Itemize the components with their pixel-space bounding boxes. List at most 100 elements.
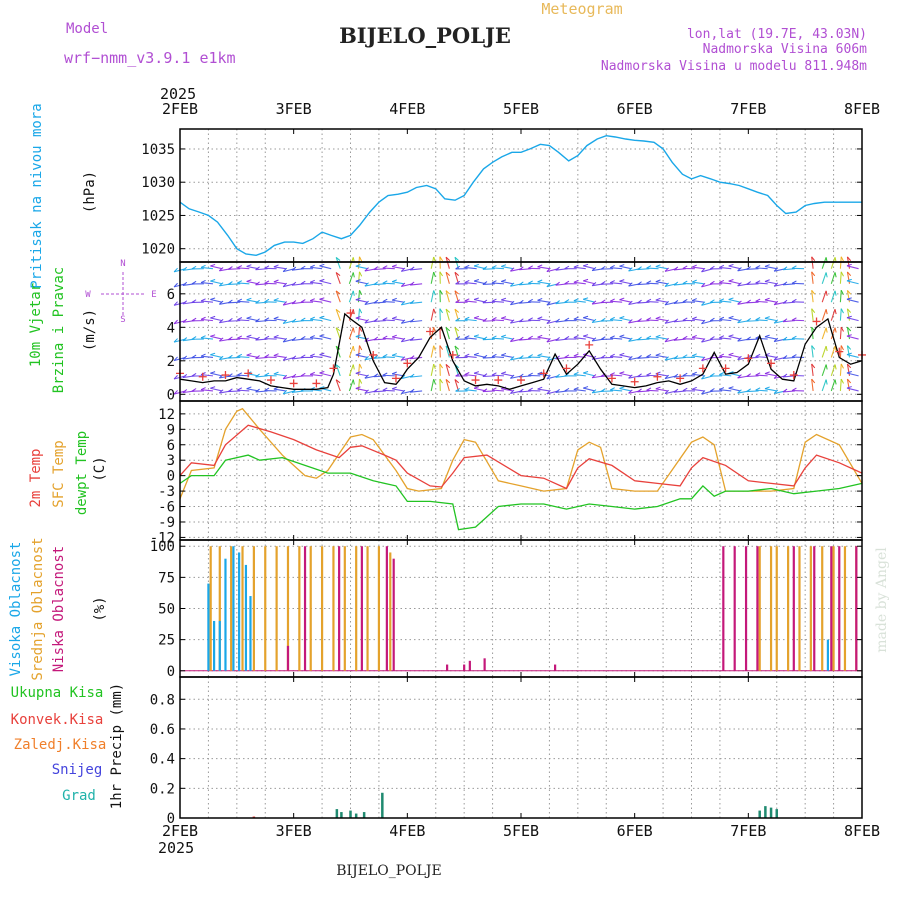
- wind-barb: [682, 372, 688, 377]
- wind-barb: [454, 290, 460, 303]
- precip-legend-item: Konvek.Kisa: [11, 712, 104, 728]
- wind-barb: [600, 317, 606, 322]
- wind-barb: [246, 280, 259, 285]
- time-label-top: 4FEB: [389, 100, 425, 118]
- wind-barb: [454, 272, 460, 284]
- wind-barb: [583, 265, 596, 270]
- wind-barb: [610, 355, 623, 359]
- cloud-low-axis-label: Niska Oblacnost: [51, 546, 67, 672]
- wind-barb: [583, 371, 589, 374]
- wind-barb: [528, 372, 533, 376]
- wind-barb: [782, 283, 795, 286]
- wind-barb: [391, 264, 397, 268]
- wind-barb: [847, 290, 852, 295]
- wind-barb: [227, 266, 233, 270]
- wind-barb: [510, 389, 515, 394]
- wind-barb: [445, 327, 450, 340]
- wind-barb: [719, 318, 732, 322]
- wind-barb: [445, 379, 450, 392]
- wind-barb: [846, 372, 859, 377]
- wind-barb: [573, 353, 579, 357]
- precip-total-bar: [764, 806, 767, 818]
- wind-barb: [682, 280, 688, 284]
- wind-barb: [227, 318, 233, 322]
- wind-barb: [846, 280, 859, 285]
- wind-barb: [591, 300, 597, 305]
- wind-barb: [830, 364, 836, 377]
- wind-barb: [537, 336, 550, 340]
- wind-barb: [355, 299, 368, 303]
- wind-barb: [728, 317, 741, 322]
- wind-barb: [482, 299, 488, 304]
- wind-barb: [501, 336, 514, 340]
- wind-cross-marker: [426, 327, 435, 336]
- wind-barb: [825, 327, 828, 333]
- wind-barb: [410, 283, 423, 286]
- wind-barb: [382, 356, 395, 359]
- wind-barb: [846, 297, 852, 300]
- wind-barb: [473, 386, 479, 389]
- wind-barb: [501, 316, 507, 319]
- sfc-axis-label: SFC Temp: [51, 440, 67, 507]
- wind-barb: [619, 317, 632, 322]
- wind-barb: [246, 388, 259, 392]
- wind-barb: [310, 281, 323, 285]
- wind-barb: [273, 281, 286, 285]
- precip-total-bar: [362, 812, 366, 818]
- cloud-high-bar: [249, 596, 252, 671]
- wind-barb: [737, 355, 742, 360]
- wind-barb: [673, 300, 679, 304]
- wind-barb: [609, 316, 615, 321]
- wind-barb: [719, 353, 725, 357]
- wind-barb: [173, 338, 178, 343]
- pressure-line: [179, 134, 862, 257]
- wind-barb: [319, 298, 332, 303]
- wind-barb: [573, 318, 586, 322]
- wind-barb: [319, 354, 332, 358]
- cloud-mid-bar: [264, 546, 267, 671]
- wind-barb: [840, 363, 844, 369]
- wind-barb: [210, 317, 223, 322]
- wind-barb: [673, 355, 679, 360]
- wind-barb: [510, 374, 515, 379]
- wind-barb: [728, 335, 741, 340]
- wind-barb: [237, 317, 243, 321]
- wind-barb: [433, 363, 436, 370]
- cloud-low-bar: [286, 645, 290, 671]
- wind-barb: [709, 280, 715, 285]
- wind-barb: [811, 256, 816, 262]
- wind-barb: [821, 379, 827, 392]
- cloud-high-bar: [238, 552, 241, 671]
- wind-barb: [655, 371, 661, 375]
- wind-barb: [352, 364, 355, 370]
- wind-barb: [839, 327, 842, 340]
- wind-barb: [719, 337, 732, 340]
- wind-barb: [191, 388, 197, 392]
- wind-barb: [840, 289, 844, 295]
- wind-barb: [646, 267, 659, 270]
- wind-cross-marker: [698, 364, 707, 373]
- wind-barb: [709, 265, 715, 270]
- wind-barb: [728, 334, 734, 337]
- wind-barb: [619, 280, 632, 285]
- y-tick-label: 0.6: [150, 722, 175, 738]
- cloud-high-bar: [244, 564, 248, 671]
- wind-barb: [600, 299, 606, 304]
- wind-barb: [246, 316, 252, 319]
- time-label-bottom: 3FEB: [276, 822, 312, 840]
- wind-barb: [846, 334, 852, 337]
- wind-barb: [264, 317, 270, 321]
- wind-barb: [182, 389, 188, 394]
- wind-barb: [821, 309, 827, 321]
- wind-barb: [454, 290, 460, 295]
- y-tick-label: 0.8: [150, 692, 175, 708]
- wind-barb: [445, 290, 451, 295]
- wind-barb: [834, 309, 837, 315]
- time-label-top: 8FEB: [844, 100, 880, 118]
- wind-barb: [348, 379, 354, 392]
- wind-barb: [701, 267, 706, 273]
- wind-barb: [491, 374, 504, 377]
- wind-barb: [227, 388, 233, 392]
- wind-barb: [609, 353, 615, 357]
- wind-barb: [392, 336, 405, 340]
